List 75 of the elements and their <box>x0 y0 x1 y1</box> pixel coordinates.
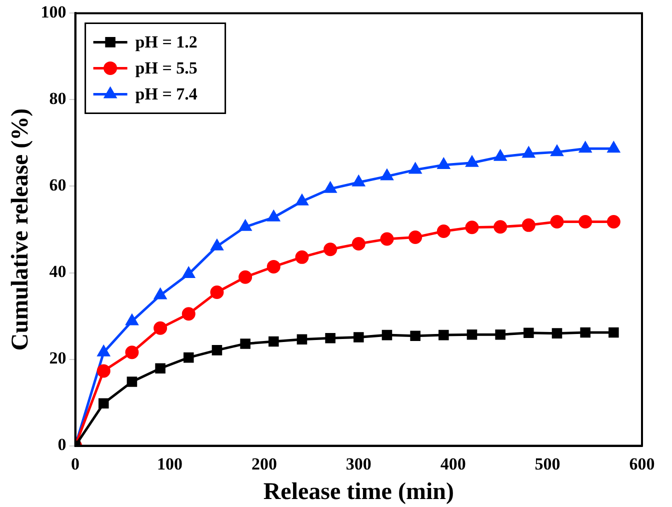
legend-label: pH = 1.2 <box>135 32 198 52</box>
point <box>436 224 450 238</box>
y-tick-label: 60 <box>49 176 66 195</box>
point <box>606 214 620 228</box>
x-tick-label: 400 <box>440 454 466 474</box>
point <box>352 237 366 251</box>
point <box>494 150 506 161</box>
point <box>268 210 280 222</box>
point <box>210 285 224 299</box>
x-tick-label: 200 <box>251 454 277 474</box>
point <box>182 267 195 278</box>
point <box>608 327 619 338</box>
point <box>126 376 138 387</box>
x-tick-label: 600 <box>629 454 655 474</box>
point <box>155 363 166 374</box>
point <box>524 328 534 338</box>
legend-label: pH = 5.5 <box>135 58 198 78</box>
point <box>184 352 194 363</box>
point <box>354 332 364 342</box>
point <box>494 220 508 234</box>
point <box>125 346 139 360</box>
point <box>408 230 422 244</box>
point <box>296 194 308 206</box>
point <box>495 329 506 340</box>
legend-label: pH = 7.4 <box>135 84 198 104</box>
point <box>352 176 365 186</box>
x-tick-label: 500 <box>534 454 560 474</box>
point <box>154 288 166 300</box>
point <box>608 142 620 153</box>
point <box>438 330 449 340</box>
point <box>238 270 252 284</box>
point <box>268 336 279 347</box>
y-tick-label: 100 <box>40 2 66 22</box>
point <box>552 328 562 338</box>
point <box>466 329 478 340</box>
x-tick-label: 0 <box>71 454 80 474</box>
point <box>380 170 393 180</box>
point <box>465 220 479 234</box>
point <box>240 338 250 349</box>
point <box>98 346 110 356</box>
point <box>410 330 420 342</box>
y-tick-label: 0 <box>58 435 66 454</box>
point <box>96 364 110 378</box>
point <box>324 182 336 193</box>
point <box>579 142 592 153</box>
point <box>295 250 309 264</box>
point <box>239 220 252 231</box>
y-tick-label: 20 <box>49 348 66 368</box>
point <box>466 156 478 167</box>
point <box>266 260 280 274</box>
x-axis-title: Release time (min) <box>263 478 454 505</box>
point <box>380 232 394 246</box>
y-tick-label: 40 <box>49 262 66 282</box>
point <box>210 240 223 250</box>
x-tick-label: 100 <box>157 454 182 474</box>
point <box>98 398 109 409</box>
point <box>382 330 392 340</box>
point <box>126 314 138 326</box>
point <box>550 214 564 228</box>
point <box>522 218 536 232</box>
point <box>154 321 168 335</box>
point <box>182 307 196 321</box>
point <box>522 147 535 158</box>
y-tick-label: 80 <box>49 89 66 108</box>
x-tick-label: 300 <box>346 454 372 474</box>
point <box>409 163 422 174</box>
point <box>438 158 450 170</box>
point <box>580 327 590 338</box>
point <box>325 332 336 344</box>
point <box>212 345 222 356</box>
point <box>578 214 592 228</box>
point <box>550 145 564 156</box>
y-axis-title: Cumulative release (%) <box>8 108 34 351</box>
point <box>324 242 338 256</box>
point <box>296 334 308 345</box>
